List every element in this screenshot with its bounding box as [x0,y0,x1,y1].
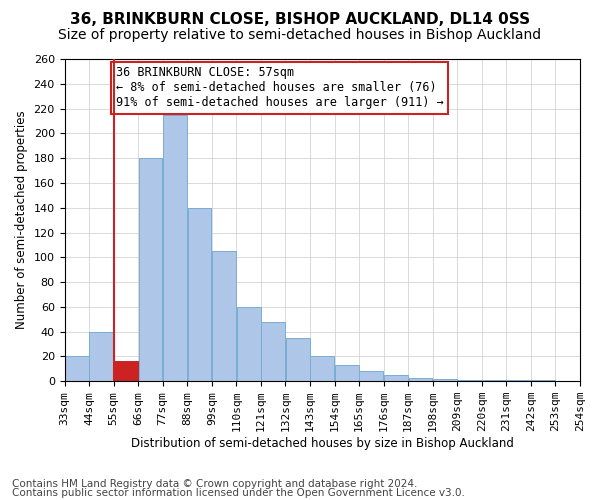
Bar [359,372,383,381]
Text: Size of property relative to semi-detached houses in Bishop Auckland: Size of property relative to semi-detach… [58,28,542,42]
Text: 36, BRINKBURN CLOSE, BISHOP AUCKLAND, DL14 0SS: 36, BRINKBURN CLOSE, BISHOP AUCKLAND, DL… [70,12,530,28]
Text: 36 BRINKBURN CLOSE: 57sqm
← 8% of semi-detached houses are smaller (76)
91% of s: 36 BRINKBURN CLOSE: 57sqm ← 8% of semi-d… [116,66,443,110]
Bar [114,362,138,381]
Bar [384,375,408,381]
Bar [65,356,89,381]
Bar [286,338,310,381]
Bar [433,378,457,381]
X-axis label: Distribution of semi-detached houses by size in Bishop Auckland: Distribution of semi-detached houses by … [131,437,514,450]
Y-axis label: Number of semi-detached properties: Number of semi-detached properties [15,111,28,330]
Bar [212,251,236,381]
Bar [236,307,260,381]
Bar [261,322,285,381]
Bar [531,380,555,381]
Bar [482,380,506,381]
Bar [458,380,481,381]
Bar [506,380,530,381]
Text: Contains HM Land Registry data © Crown copyright and database right 2024.: Contains HM Land Registry data © Crown c… [12,479,418,489]
Bar [188,208,211,381]
Bar [409,378,433,381]
Bar [163,115,187,381]
Bar [335,365,359,381]
Text: Contains public sector information licensed under the Open Government Licence v3: Contains public sector information licen… [12,488,465,498]
Bar [310,356,334,381]
Bar [139,158,163,381]
Bar [89,332,113,381]
